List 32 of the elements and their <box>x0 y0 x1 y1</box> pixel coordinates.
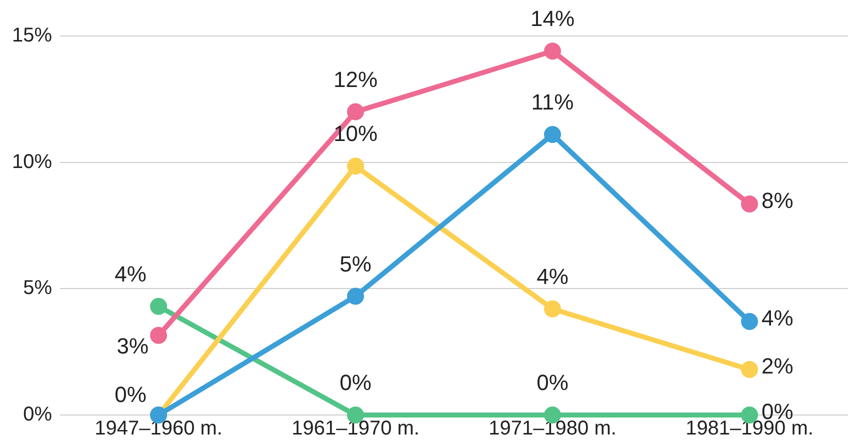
data-label: 4% <box>536 264 568 289</box>
data-label: 8% <box>762 188 794 214</box>
data-label: 0% <box>114 382 146 408</box>
x-tick-label: 1971–1980 m. <box>488 418 616 440</box>
data-label: 12% <box>333 66 378 92</box>
x-tick-label: 1947–1960 m. <box>94 418 222 440</box>
point <box>150 326 168 344</box>
data-label: 4% <box>114 261 146 286</box>
y-tick-label: 10% <box>12 150 52 173</box>
data-label: 10% <box>333 121 378 146</box>
data-label: 11% <box>531 90 574 115</box>
point <box>544 126 562 144</box>
y-tick-label: 0% <box>23 404 52 426</box>
point <box>741 196 758 213</box>
data-label: 14% <box>530 6 575 32</box>
point <box>347 103 364 120</box>
point <box>741 361 758 378</box>
point <box>150 298 168 315</box>
point <box>544 42 562 60</box>
y-tick-label: 5% <box>23 277 52 300</box>
x-tick-label: 1961–1970 m. <box>292 418 420 440</box>
data-label: 2% <box>762 354 794 379</box>
point <box>741 313 758 330</box>
point <box>347 158 364 175</box>
data-label: 3% <box>116 333 149 358</box>
data-label: 0% <box>536 370 568 396</box>
point <box>544 300 562 318</box>
data-label: 5% <box>340 251 372 276</box>
data-label: 0% <box>340 370 372 396</box>
data-label: 4% <box>762 306 794 331</box>
point <box>347 288 364 305</box>
y-tick-label: 15% <box>12 24 52 47</box>
